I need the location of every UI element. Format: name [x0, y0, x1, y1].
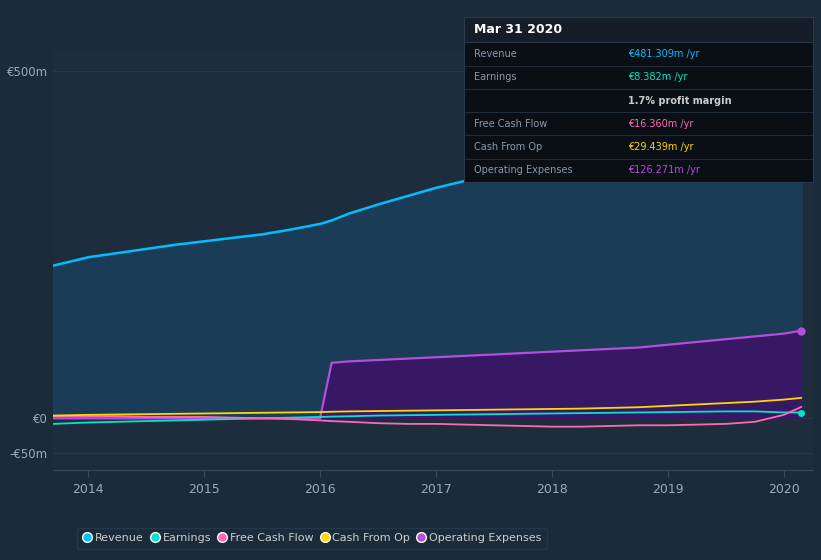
- Text: Operating Expenses: Operating Expenses: [475, 165, 573, 175]
- Text: €16.360m /yr: €16.360m /yr: [628, 119, 693, 129]
- Text: Cash From Op: Cash From Op: [475, 142, 543, 152]
- Text: Free Cash Flow: Free Cash Flow: [475, 119, 548, 129]
- FancyBboxPatch shape: [464, 17, 813, 43]
- Text: 1.7% profit margin: 1.7% profit margin: [628, 96, 732, 106]
- Text: €126.271m /yr: €126.271m /yr: [628, 165, 699, 175]
- Text: €8.382m /yr: €8.382m /yr: [628, 72, 687, 82]
- Text: Mar 31 2020: Mar 31 2020: [475, 23, 562, 36]
- Text: Earnings: Earnings: [475, 72, 517, 82]
- Text: €481.309m /yr: €481.309m /yr: [628, 49, 699, 59]
- Text: €29.439m /yr: €29.439m /yr: [628, 142, 694, 152]
- Text: Revenue: Revenue: [475, 49, 517, 59]
- Legend: Revenue, Earnings, Free Cash Flow, Cash From Op, Operating Expenses: Revenue, Earnings, Free Cash Flow, Cash …: [77, 528, 547, 549]
